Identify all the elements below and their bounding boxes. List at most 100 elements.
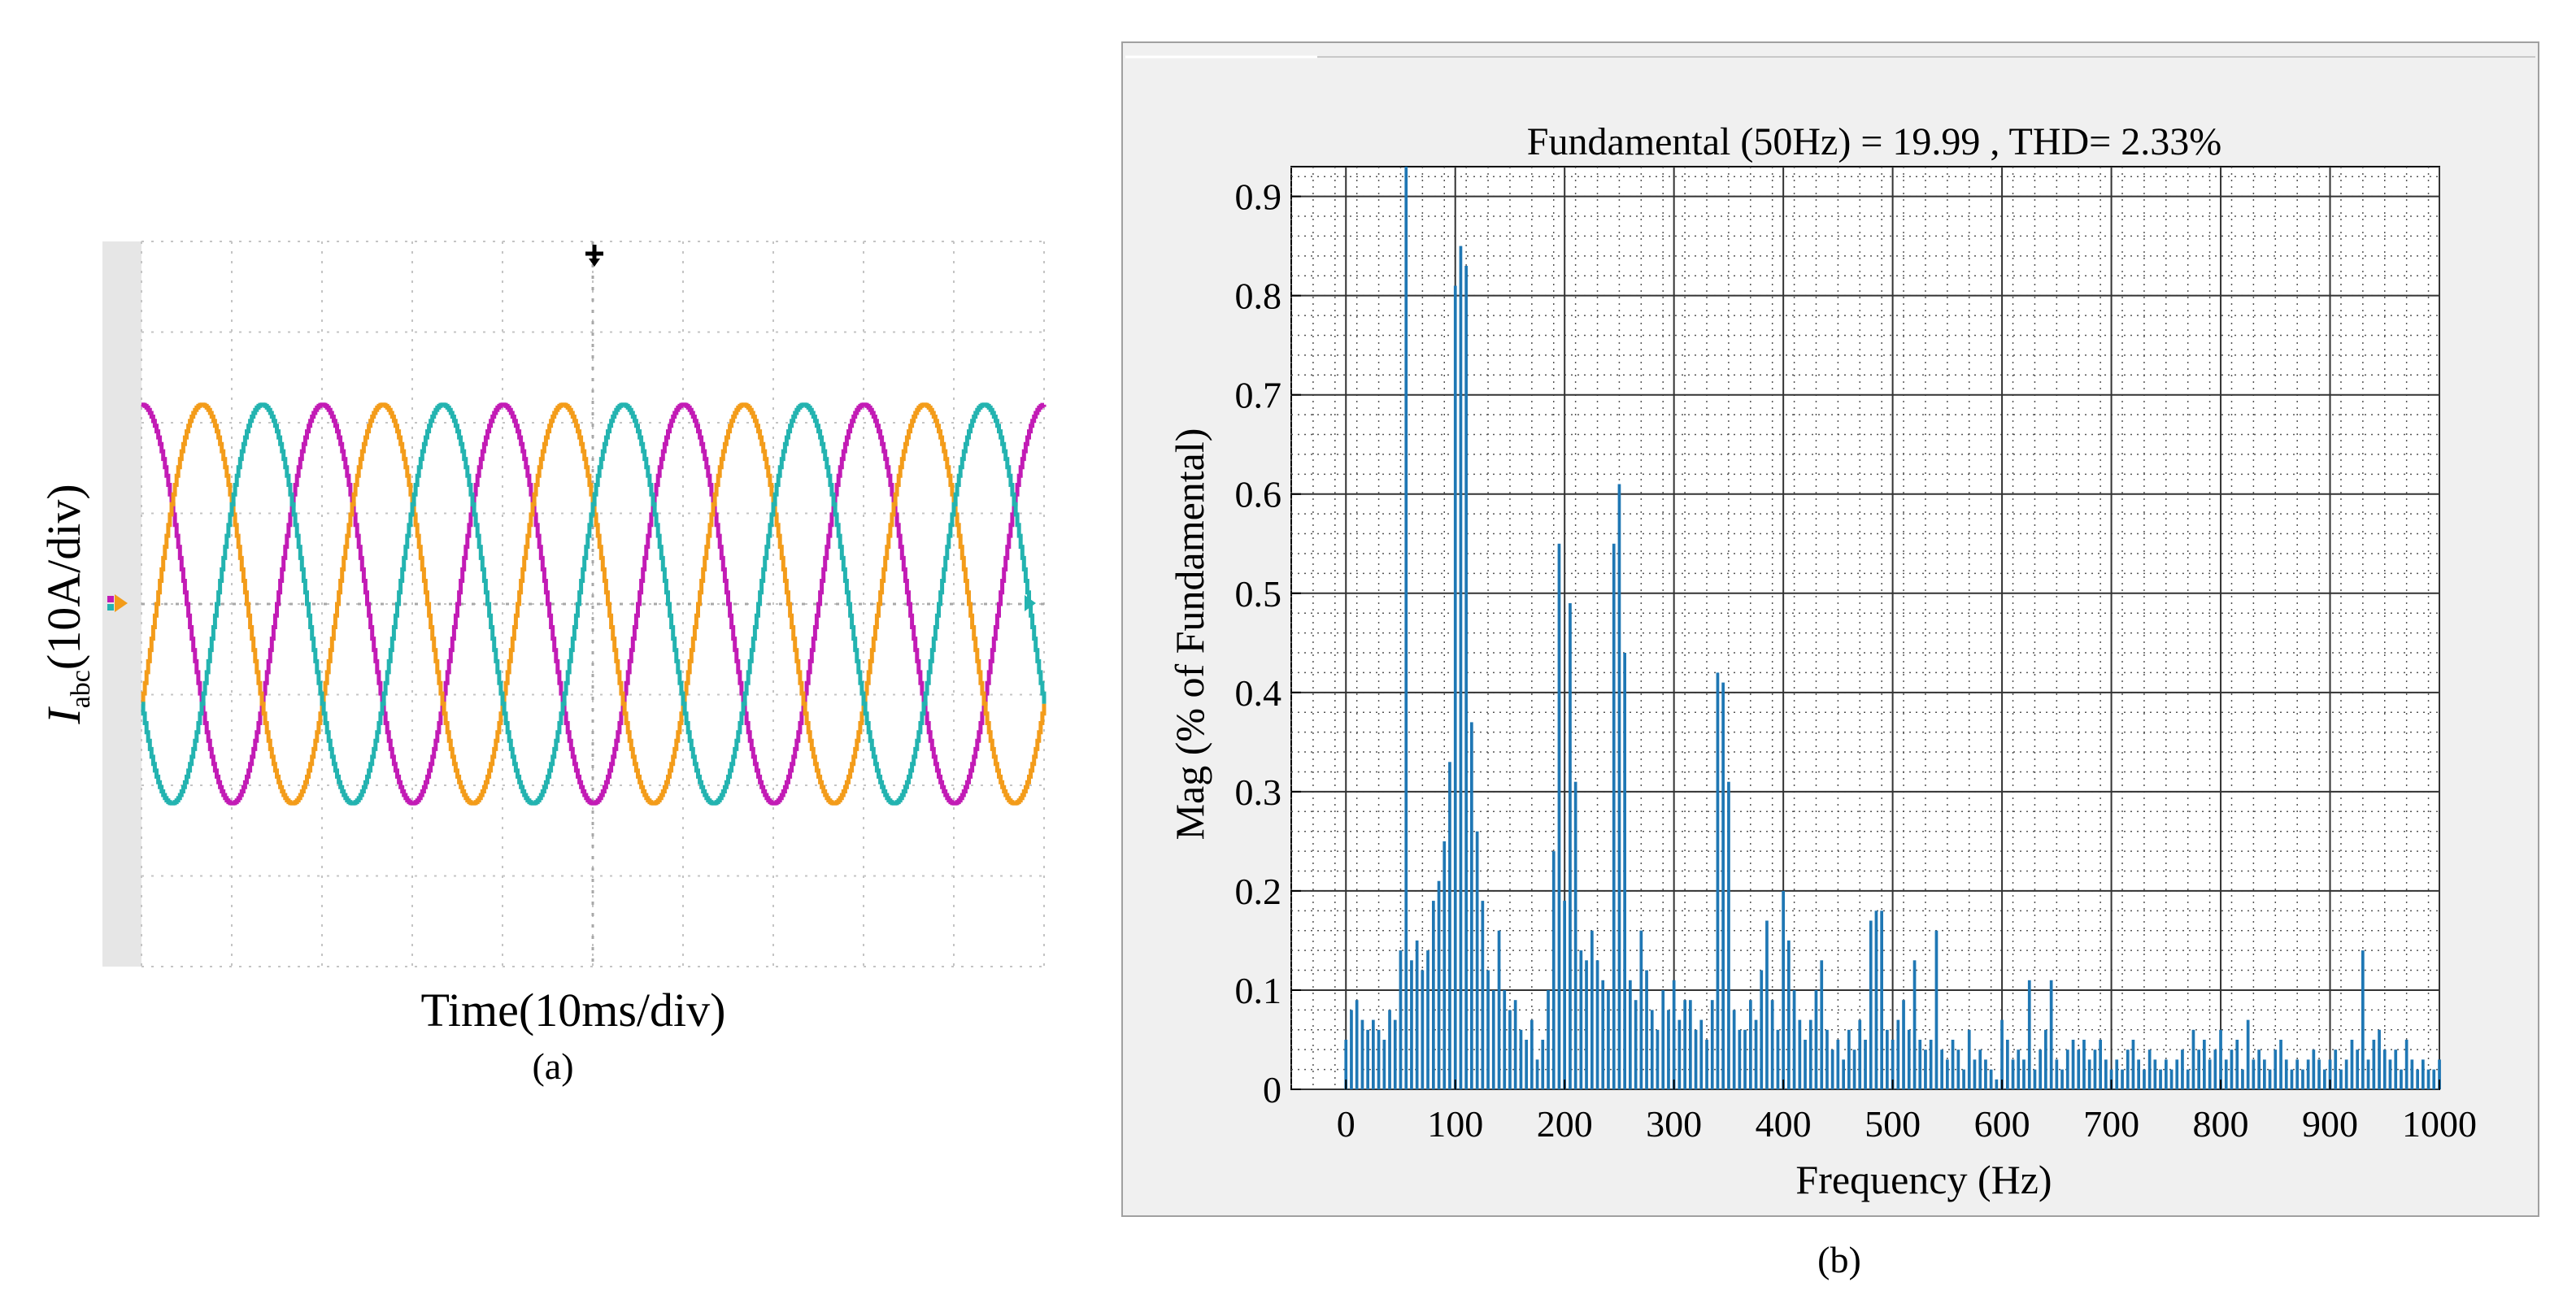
fft-bar: [1765, 920, 1769, 1089]
fft-bar: [2017, 1049, 2021, 1089]
fft-y-tick-label: 0: [1263, 1069, 1281, 1110]
fft-bar: [1689, 1000, 1692, 1089]
fft-bar: [1404, 167, 1408, 1089]
fft-bar: [2246, 1019, 2250, 1089]
fft-bar: [2099, 1040, 2102, 1089]
fft-bar: [1874, 910, 1878, 1089]
fft-bar: [1694, 1029, 1698, 1089]
fft-bar: [2208, 1059, 2212, 1089]
fft-bar: [2104, 1059, 2108, 1089]
fft-bar: [1350, 1010, 1353, 1089]
fft-bar: [1886, 1029, 1889, 1089]
fft-bar: [2131, 1040, 2135, 1089]
fft-bar: [2191, 1029, 2195, 1089]
fft-bar: [1716, 672, 1720, 1089]
fft-y-tick-label: 0.4: [1235, 672, 1282, 714]
fft-bar: [1629, 980, 1632, 1089]
fft-bar: [2295, 1059, 2299, 1089]
fft-bar: [2394, 1049, 2398, 1089]
fft-bar: [2006, 1040, 2009, 1089]
fft-bar: [2169, 1069, 2174, 1089]
fft-bar: [1623, 653, 1626, 1089]
fft-bar: [1344, 1040, 1348, 1089]
fft-bar: [2087, 1059, 2091, 1089]
fft-bar: [1585, 960, 1588, 1089]
fft-bar: [1782, 890, 1785, 1089]
fft-bar: [1929, 1040, 1933, 1089]
fft-bar: [1491, 990, 1495, 1089]
fft-bar: [1912, 960, 1917, 1089]
fft-y-tick-label: 0.5: [1235, 573, 1282, 615]
fft-bar: [2388, 1059, 2392, 1089]
fft-bar: [1973, 1059, 1977, 1089]
fft-y-tick-label: 0.6: [1235, 474, 1282, 515]
fft-bar: [2344, 1059, 2348, 1089]
fft-bar: [2290, 1069, 2294, 1089]
fft-bar: [2159, 1069, 2162, 1089]
fft-bar: [2126, 1049, 2130, 1089]
fft-bar: [1946, 1059, 1949, 1089]
channel-c-offset-marker-icon: [1025, 595, 1036, 611]
fft-bar: [1743, 1029, 1747, 1089]
fft-bar: [2312, 1049, 2316, 1089]
fft-bar: [1940, 1049, 1943, 1089]
fft-bar: [2203, 1040, 2206, 1089]
fft-bar: [1825, 1029, 1829, 1089]
fft-bar: [1808, 1019, 1812, 1089]
fft-bar: [1967, 1029, 1971, 1089]
fft-bar: [2404, 1040, 2408, 1089]
fft-bar: [2115, 1059, 2119, 1089]
fft-bar: [1639, 930, 1643, 1089]
fft-bar: [2147, 1049, 2152, 1089]
fft-bar: [2339, 1069, 2343, 1089]
fft-bar: [1453, 285, 1457, 1089]
fft-bar: [1535, 1059, 1539, 1089]
fft-bar: [1836, 1040, 1840, 1089]
fft-bars: [1344, 167, 2441, 1090]
fft-bar: [2181, 1049, 2184, 1089]
fft-bar: [1607, 990, 1610, 1089]
fft-bar: [1864, 1040, 1867, 1089]
fft-bar: [1360, 1019, 1364, 1089]
fft-bar: [1727, 781, 1730, 1089]
fft-bar: [1710, 1000, 1714, 1089]
fft-bar: [2263, 1059, 2266, 1089]
fft-bar: [1721, 682, 1725, 1089]
fft-bar: [1481, 901, 1485, 1089]
fft-bar: [1683, 1000, 1686, 1089]
fft-bar: [2350, 1040, 2354, 1089]
fft-bar: [2186, 1069, 2190, 1089]
fft-bar: [1399, 950, 1403, 1089]
fft-y-tick-label: 0.8: [1235, 276, 1282, 317]
fft-bar: [2382, 1049, 2387, 1089]
fft-bar: [2438, 1059, 2441, 1089]
fft-bar: [2426, 1069, 2430, 1089]
fft-bar: [1382, 1040, 1386, 1089]
fft-bar: [1470, 722, 1473, 1089]
scope-grid: [141, 241, 1045, 967]
fft-bar: [2328, 1059, 2332, 1089]
fft-bar: [1951, 1040, 1955, 1089]
fft-bar: [1902, 1000, 1905, 1089]
fft-bar: [1732, 1010, 1736, 1089]
fft-bar: [1503, 990, 1507, 1089]
fft-bar: [1934, 930, 1939, 1089]
fft-bar: [2410, 1059, 2414, 1089]
fft-bar: [2044, 1029, 2047, 1089]
fft-x-tick-label: 900: [2302, 1103, 2358, 1145]
fft-x-tick-label: 400: [1756, 1103, 1812, 1145]
fft-y-tick-label: 0.1: [1235, 970, 1282, 1011]
fft-bar: [1519, 1029, 1523, 1089]
fft-bar: [1787, 940, 1791, 1089]
fft-bar: [2284, 1059, 2288, 1089]
fft-bar: [2301, 1069, 2304, 1089]
oscilloscope-panel: Time(10ms/div) (a) Iabc(10A/div): [37, 241, 1046, 1087]
fft-bar: [1760, 970, 1764, 1089]
fft-bar: [1579, 950, 1583, 1089]
fft-bar: [1617, 484, 1621, 1089]
fft-bar: [2065, 1049, 2069, 1089]
fft-bar: [2268, 1069, 2272, 1089]
fft-bar: [1989, 1069, 1993, 1089]
fft-x-tick-label: 800: [2193, 1103, 2249, 1145]
